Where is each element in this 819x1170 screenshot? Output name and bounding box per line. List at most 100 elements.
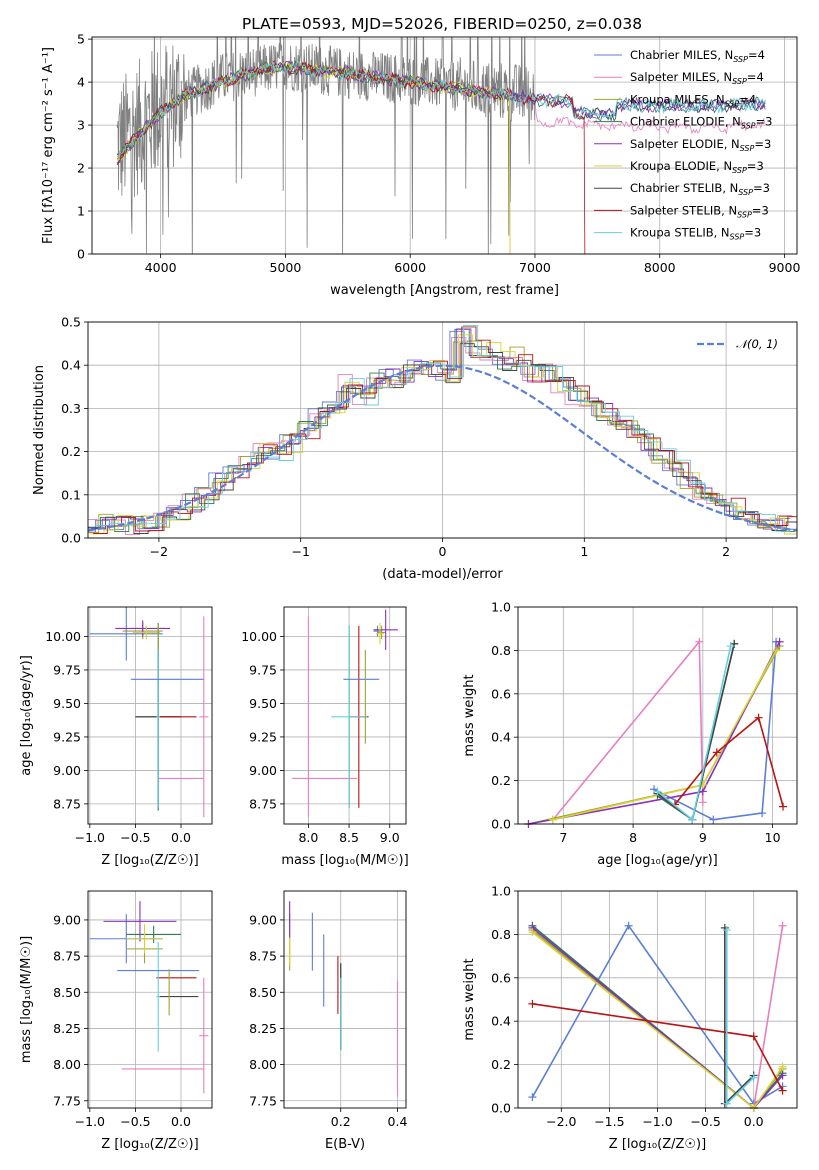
y-axis-label: mass weight <box>462 674 477 756</box>
observed-spectrum-line <box>116 37 536 254</box>
x-tick-label: 2 <box>722 544 730 559</box>
x-tick-label: 0.0 <box>171 830 191 845</box>
series-line <box>752 925 784 1109</box>
axes-frame <box>517 890 798 1109</box>
series-point-marker <box>650 785 659 794</box>
series-point-marker <box>779 802 788 811</box>
y-tick-label: 9.00 <box>53 763 81 778</box>
y-tick-label: 0.8 <box>491 643 511 658</box>
y-tick-label: 4 <box>77 75 85 90</box>
model-spectrum-line <box>116 60 766 157</box>
series-line <box>552 650 777 821</box>
series-point-marker <box>528 999 537 1008</box>
age-vs-metallicity-panel: −1.0 −0.5 0.0 8.75 9.00 9.25 9.50 9.75 10.00 Z [l… <box>19 606 213 868</box>
y-axis-label: age [log₁₀(age/yr)] <box>19 655 34 776</box>
massweight-series <box>524 637 788 828</box>
series-point-marker <box>778 1062 787 1071</box>
mass-vs-ebv-panel: 0.2 0.4 7.75 8.00 8.25 8.50 8.75 9.00 E(B-V) <box>249 890 408 1152</box>
axes-frame <box>517 606 798 825</box>
x-tick-label: −1.5 <box>594 1114 624 1129</box>
x-tick-label: 0.4 <box>388 1114 408 1129</box>
series-point-marker <box>528 1093 537 1102</box>
histogram-step-line <box>94 324 797 532</box>
y-tick-label: 0.2 <box>61 444 81 459</box>
legend-nssp-sub: SSP <box>741 122 756 131</box>
y-tick-label: 7.75 <box>53 1093 81 1108</box>
legend-label: Kroupa MILES, NSSP=4 <box>630 92 756 108</box>
legend-nssp-sub: SSP <box>732 166 747 175</box>
grid <box>88 891 212 1108</box>
y-tick-label: 1.0 <box>491 600 511 615</box>
y-tick-label: 2 <box>77 161 85 176</box>
legend-nssp-prefix: , N <box>714 226 730 240</box>
series-line <box>552 639 704 821</box>
y-tick-label: 0.4 <box>491 1014 511 1029</box>
axes-frame <box>87 321 798 539</box>
series-point-marker <box>722 926 731 935</box>
x-axis-label: E(B-V) <box>325 1137 365 1152</box>
x-tick-label: −1.0 <box>75 830 105 845</box>
x-tick-label: 6000 <box>394 260 426 275</box>
histogram-step-line <box>93 326 797 534</box>
legend-label: Salpeter MILES, NSSP=4 <box>630 70 764 86</box>
legend-nssp-eq: = <box>739 92 749 106</box>
model-spectrum-line <box>116 61 766 165</box>
y-tick-label: 8.50 <box>53 985 81 1000</box>
x-tick-label: 8.0 <box>298 830 318 845</box>
legend-model-name: Kroupa MILES <box>630 92 709 106</box>
figure-title: PLATE=0593, MJD=52026, FIBERID=0250, z=0… <box>242 15 642 33</box>
series-point-marker <box>720 923 729 932</box>
errorbar-points <box>292 609 398 818</box>
legend-model-name: Kroupa STELIB <box>630 226 714 240</box>
y-tick-label: 8.25 <box>53 1021 81 1036</box>
series-point-marker <box>730 639 739 648</box>
errorbar-points <box>89 607 209 818</box>
y-tick-label: 0.3 <box>61 401 81 416</box>
y-tick-label: 0.4 <box>491 730 511 745</box>
legend-nssp-sub: SSP <box>738 188 753 197</box>
legend-model-name: Chabrier MILES <box>630 48 717 62</box>
series-line <box>528 645 781 825</box>
x-axis-label: Z [log₁₀(Z/Z☉)] <box>101 1137 198 1152</box>
legend-label: Kroupa ELODIE, NSSP=3 <box>630 159 764 175</box>
mass-vs-metallicity-panel: −1.0 −0.5 0.0 7.75 8.00 8.25 8.50 8.75 9.00 Z [lo… <box>19 890 213 1152</box>
x-tick-label: 7 <box>559 830 567 845</box>
x-tick-label: 10 <box>765 830 781 845</box>
series-point-marker <box>653 787 662 796</box>
legend-nssp-value: 3 <box>765 115 772 129</box>
spectrum-panel: 4000 5000 6000 7000 8000 9000012345wavelength… <box>41 32 801 298</box>
series-point-marker <box>722 1099 731 1108</box>
x-tick-label: 0 <box>439 544 447 559</box>
y-tick-label: 8.50 <box>249 985 277 1000</box>
y-tick-label: 0.5 <box>61 315 81 330</box>
x-tick-label: 7000 <box>519 260 551 275</box>
series-point-marker <box>754 713 763 722</box>
y-tick-label: 9.75 <box>53 662 81 677</box>
y-tick-label: 9.25 <box>53 729 81 744</box>
histogram-step-line <box>88 340 794 533</box>
y-tick-label: 0.2 <box>491 1057 511 1072</box>
y-tick-label: 0 <box>77 247 85 262</box>
legend-nssp-value: 3 <box>761 203 768 217</box>
x-tick-label: 9.0 <box>380 830 400 845</box>
legend-nssp-prefix: , N <box>722 181 738 195</box>
y-tick-label: 9.50 <box>53 696 81 711</box>
x-tick-label: 9000 <box>769 260 801 275</box>
errorbar-points <box>289 901 399 1097</box>
legend-nssp-value: 4 <box>756 70 763 84</box>
y-tick-label: 0.6 <box>491 970 511 985</box>
x-axis-label: Z [log₁₀(Z/Z☉)] <box>101 853 198 868</box>
series-point-marker <box>758 809 767 818</box>
y-tick-label: 8.75 <box>249 796 277 811</box>
series-point-marker <box>688 815 697 824</box>
x-tick-label: 8.5 <box>339 830 359 845</box>
series-line <box>724 927 755 1106</box>
series-point-marker <box>624 921 633 930</box>
legend-model-name: Chabrier STELIB <box>630 181 722 195</box>
series-line <box>674 716 784 807</box>
y-axis-label: mass [log₁₀(M/M☉)] <box>19 936 34 1063</box>
residual-histogram-panel: −2 −1 0 1 2 0.0 0.1 0.2 0.3 0.4 0.5 (data-model)/er… <box>32 315 798 582</box>
legend-label: Salpeter ELODIE, NSSP=3 <box>630 137 771 153</box>
model-spectrum-line <box>116 60 586 254</box>
